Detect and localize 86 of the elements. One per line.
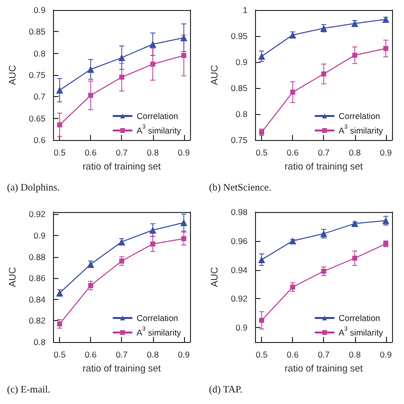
- point: [352, 52, 358, 58]
- point: [289, 237, 296, 244]
- y-tick-label: 0.98: [230, 207, 248, 217]
- legend-label: Correlation: [136, 313, 178, 323]
- y-axis-title: AUC: [8, 64, 18, 86]
- point: [56, 86, 64, 94]
- y-tick-label: 0.85: [28, 26, 46, 37]
- point: [150, 241, 156, 246]
- y-tick-label: 0.92: [230, 294, 248, 304]
- point: [180, 219, 188, 226]
- x-tick-label: 0.8: [146, 148, 159, 158]
- text: (b) NetScience.: [209, 182, 272, 194]
- point: [383, 46, 388, 51]
- x-tick-label: 0.9: [380, 350, 392, 360]
- y-tick-label: 0.75: [230, 135, 248, 145]
- text: (d) TAP.: [209, 384, 242, 396]
- x-tick-label: 0.8: [146, 350, 159, 360]
- y-tick-label: 0.9: [34, 230, 46, 240]
- x-tick-label: 0.5: [256, 350, 268, 360]
- y-tick-label: 0.8: [34, 48, 46, 58]
- point: [149, 226, 156, 234]
- point: [351, 220, 358, 228]
- y-tick-label: 0.9: [236, 57, 248, 67]
- y-tick-label: 0.8: [34, 337, 46, 347]
- x-tick-label: 0.6: [286, 148, 299, 158]
- y-tick-label: 0.94: [230, 264, 248, 275]
- y-tick-label: 0.88: [28, 252, 46, 262]
- y-tick-label: 0.95: [230, 31, 248, 41]
- x-tick-label: 0.7: [318, 350, 330, 360]
- point: [57, 122, 62, 128]
- x-tick-label: 0.5: [54, 148, 66, 158]
- x-tick-label: 0.7: [116, 350, 128, 360]
- point: [87, 66, 94, 73]
- x-tick-label: 0.5: [54, 350, 66, 360]
- point: [352, 256, 358, 261]
- y-tick-label: 0.92: [28, 209, 46, 220]
- x-tick-label: 0.9: [178, 350, 190, 360]
- y-tick-label: 0.75: [28, 70, 46, 80]
- legend-label: Correlation: [338, 313, 380, 323]
- text: (a) Dolphins.: [7, 182, 60, 194]
- point: [88, 283, 94, 288]
- y-tick-label: 0.86: [28, 273, 46, 284]
- y-tick-label: 0.82: [28, 316, 46, 326]
- point: [258, 52, 266, 60]
- y-tick-label: 0.84: [28, 294, 46, 304]
- x-tick-label: 0.7: [116, 148, 128, 158]
- y-axis-title: AUC: [210, 266, 220, 288]
- x-tick-label: 0.8: [348, 350, 361, 360]
- text: (c) E-mail.: [7, 384, 50, 396]
- point: [181, 236, 186, 242]
- point: [150, 62, 156, 67]
- y-tick-label: 0.96: [230, 236, 248, 246]
- y-tick-label: 0.85: [230, 83, 248, 93]
- legend-label: Correlation: [338, 111, 380, 121]
- y-axis-title: AUC: [8, 266, 18, 288]
- y-tick-label: 0.9: [34, 5, 46, 15]
- y-tick-label: 0.7: [34, 92, 46, 102]
- y-tick-label: 0.9: [236, 322, 248, 333]
- x-axis-title: ratio of training set: [284, 363, 364, 374]
- point: [57, 321, 62, 326]
- point: [321, 71, 326, 76]
- x-axis-title: ratio of training set: [82, 161, 162, 172]
- x-axis-title: ratio of training set: [82, 363, 162, 374]
- y-axis-title: AUC: [210, 64, 220, 86]
- point: [259, 318, 264, 323]
- legend-label: Correlation: [136, 111, 178, 121]
- point: [290, 284, 296, 290]
- point: [118, 54, 126, 62]
- x-tick-label: 0.5: [256, 148, 268, 158]
- point: [258, 256, 266, 264]
- x-tick-label: 0.9: [380, 148, 392, 158]
- y-tick-label: 0.65: [28, 113, 46, 124]
- y-tick-label: 0.6: [34, 135, 46, 145]
- x-tick-label: 0.9: [178, 148, 190, 158]
- y-tick-label: 1: [242, 5, 248, 15]
- y-tick-label: 0.8: [236, 109, 248, 119]
- x-tick-label: 0.7: [318, 148, 330, 158]
- x-axis-title: ratio of training set: [284, 161, 364, 172]
- point: [119, 74, 124, 80]
- point: [88, 92, 94, 98]
- point: [119, 258, 124, 264]
- x-tick-label: 0.8: [348, 148, 361, 158]
- x-tick-label: 0.6: [286, 350, 299, 360]
- point: [290, 90, 296, 95]
- x-tick-label: 0.6: [84, 350, 97, 360]
- x-tick-label: 0.6: [84, 148, 97, 158]
